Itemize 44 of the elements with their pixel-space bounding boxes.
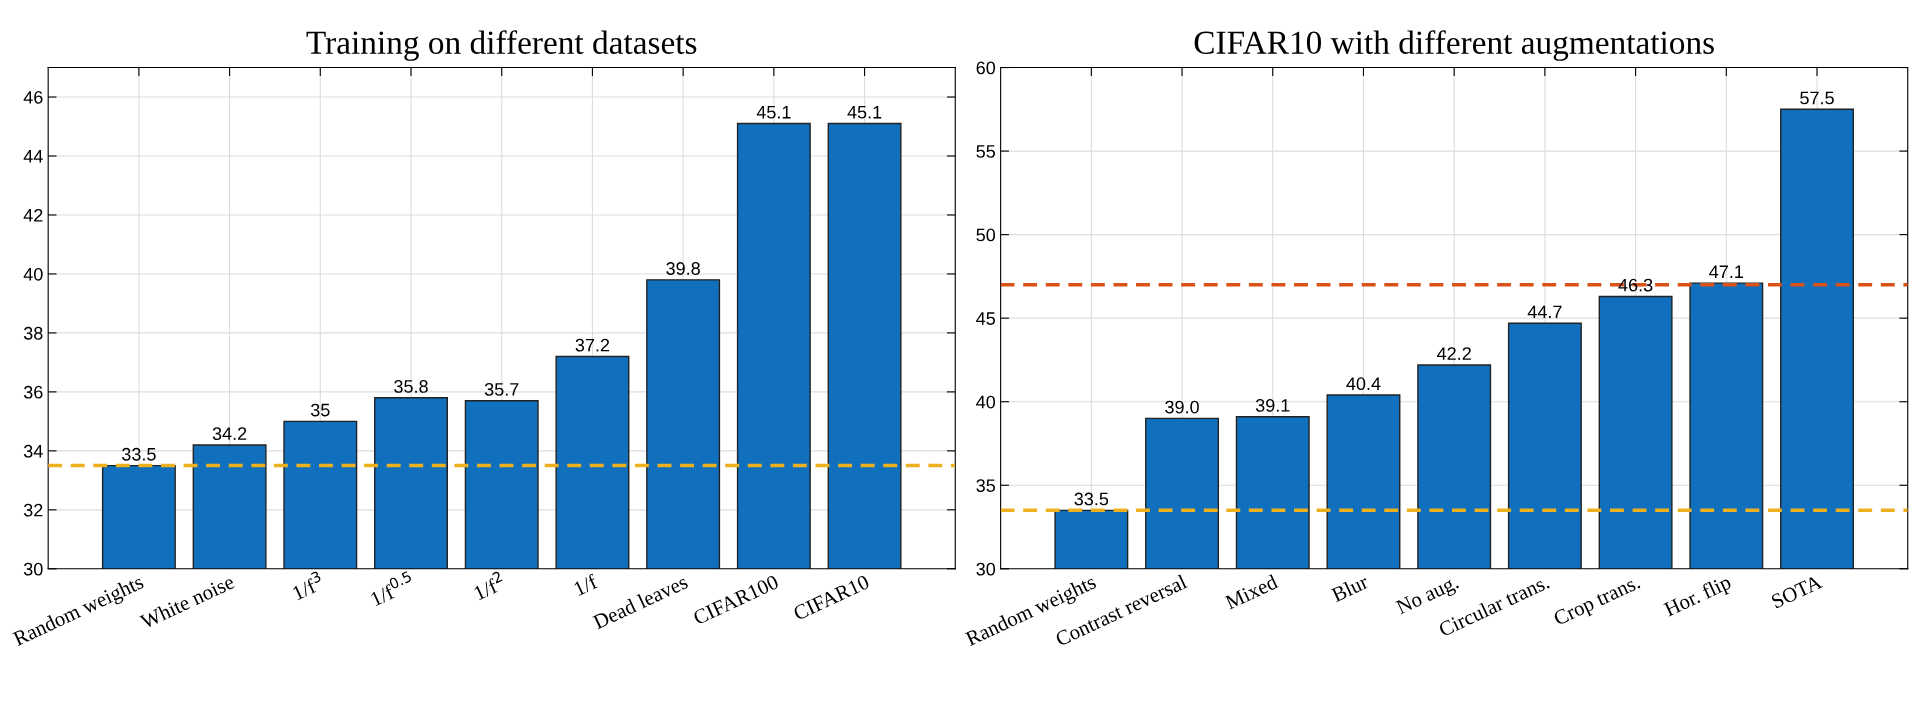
data-label: 37.2 xyxy=(575,338,610,352)
chart-title: Training on different datasets xyxy=(306,30,697,61)
data-label: 34.2 xyxy=(212,427,247,440)
x-tick-label: 1/f xyxy=(573,573,599,596)
x-tick-label: Blur xyxy=(1330,573,1370,603)
data-label: 57.5 xyxy=(1800,91,1834,105)
y-tick-label: 32 xyxy=(23,503,43,517)
y-tick-label: 40 xyxy=(23,267,43,281)
data-label: 47.1 xyxy=(1709,265,1743,278)
y-tick-label: 38 xyxy=(23,326,43,340)
data-label: 39.1 xyxy=(1255,399,1290,412)
y-tick-label: 40 xyxy=(976,395,996,409)
data-label: 35.7 xyxy=(484,382,519,396)
data-label: 33.5 xyxy=(122,447,156,461)
data-label: 42.2 xyxy=(1437,347,1471,360)
data-label: 45.1 xyxy=(847,106,882,119)
x-tick-label: 1/f$^{3}$ xyxy=(289,570,325,601)
data-label: 35.8 xyxy=(394,380,428,393)
data-label: 45.1 xyxy=(756,106,791,119)
y-tick-label: 46 xyxy=(23,90,43,104)
data-label: 44.7 xyxy=(1527,305,1562,319)
y-tick-label: 55 xyxy=(976,145,996,158)
y-tick-label: 44 xyxy=(23,150,43,163)
x-tick-label: Hor. flip xyxy=(1662,574,1734,621)
data-label: 35 xyxy=(310,403,330,417)
x-tick-label: Crop trans. xyxy=(1552,574,1643,630)
data-label: 46.3 xyxy=(1618,278,1653,292)
data-label: 40.4 xyxy=(1346,377,1381,391)
y-tick-label: 36 xyxy=(23,385,43,399)
y-tick-label: 35 xyxy=(976,479,996,492)
x-tick-label: 1/f$^{0.5}$ xyxy=(368,570,416,607)
y-tick-label: 42 xyxy=(23,208,43,222)
x-tick-label: SOTA xyxy=(1770,574,1824,609)
data-label: 39.8 xyxy=(666,262,700,275)
y-tick-label: 30 xyxy=(976,562,996,576)
y-tick-label: 60 xyxy=(976,61,996,75)
y-tick-label: 34 xyxy=(23,444,43,458)
y-tick-label: 45 xyxy=(976,312,996,325)
data-label: 39.0 xyxy=(1165,400,1199,414)
chart-title: CIFAR10 with different augmentations xyxy=(1194,30,1714,61)
y-tick-label: 30 xyxy=(23,562,43,576)
x-tick-label: 1/f$^{2}$ xyxy=(471,570,506,601)
y-tick-label: 50 xyxy=(976,228,996,242)
data-label: 33.5 xyxy=(1074,492,1109,506)
